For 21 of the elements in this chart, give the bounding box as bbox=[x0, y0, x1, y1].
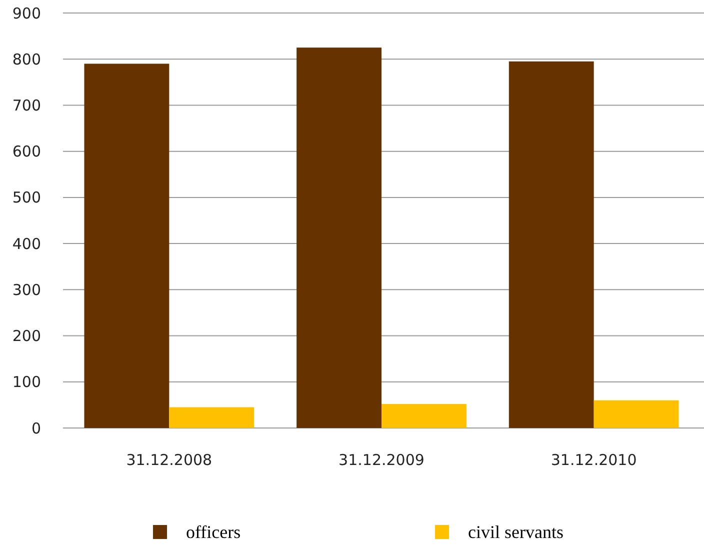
x-tick-label: 31.12.2009 bbox=[338, 451, 424, 469]
bar bbox=[84, 64, 170, 428]
legend-label: officers bbox=[186, 522, 241, 542]
bar bbox=[169, 407, 254, 428]
y-tick-label: 400 bbox=[12, 234, 41, 253]
y-tick-label: 300 bbox=[12, 280, 41, 299]
bar bbox=[508, 61, 594, 428]
y-tick-label: 900 bbox=[12, 4, 41, 22]
bar bbox=[594, 400, 679, 428]
bar bbox=[296, 48, 382, 428]
y-tick-label: 100 bbox=[12, 373, 41, 392]
y-tick-label: 800 bbox=[12, 50, 41, 68]
bar bbox=[382, 404, 466, 428]
y-tick-label: 700 bbox=[12, 96, 41, 114]
x-tick-label: 31.12.2008 bbox=[126, 451, 212, 469]
y-tick-label: 500 bbox=[12, 188, 41, 207]
legend-label: civil servants bbox=[468, 522, 564, 542]
x-tick-label: 31.12.2010 bbox=[550, 451, 637, 469]
y-tick-label: 200 bbox=[12, 327, 41, 346]
y-tick-label: 0 bbox=[31, 419, 41, 438]
y-tick-label: 600 bbox=[12, 142, 41, 161]
